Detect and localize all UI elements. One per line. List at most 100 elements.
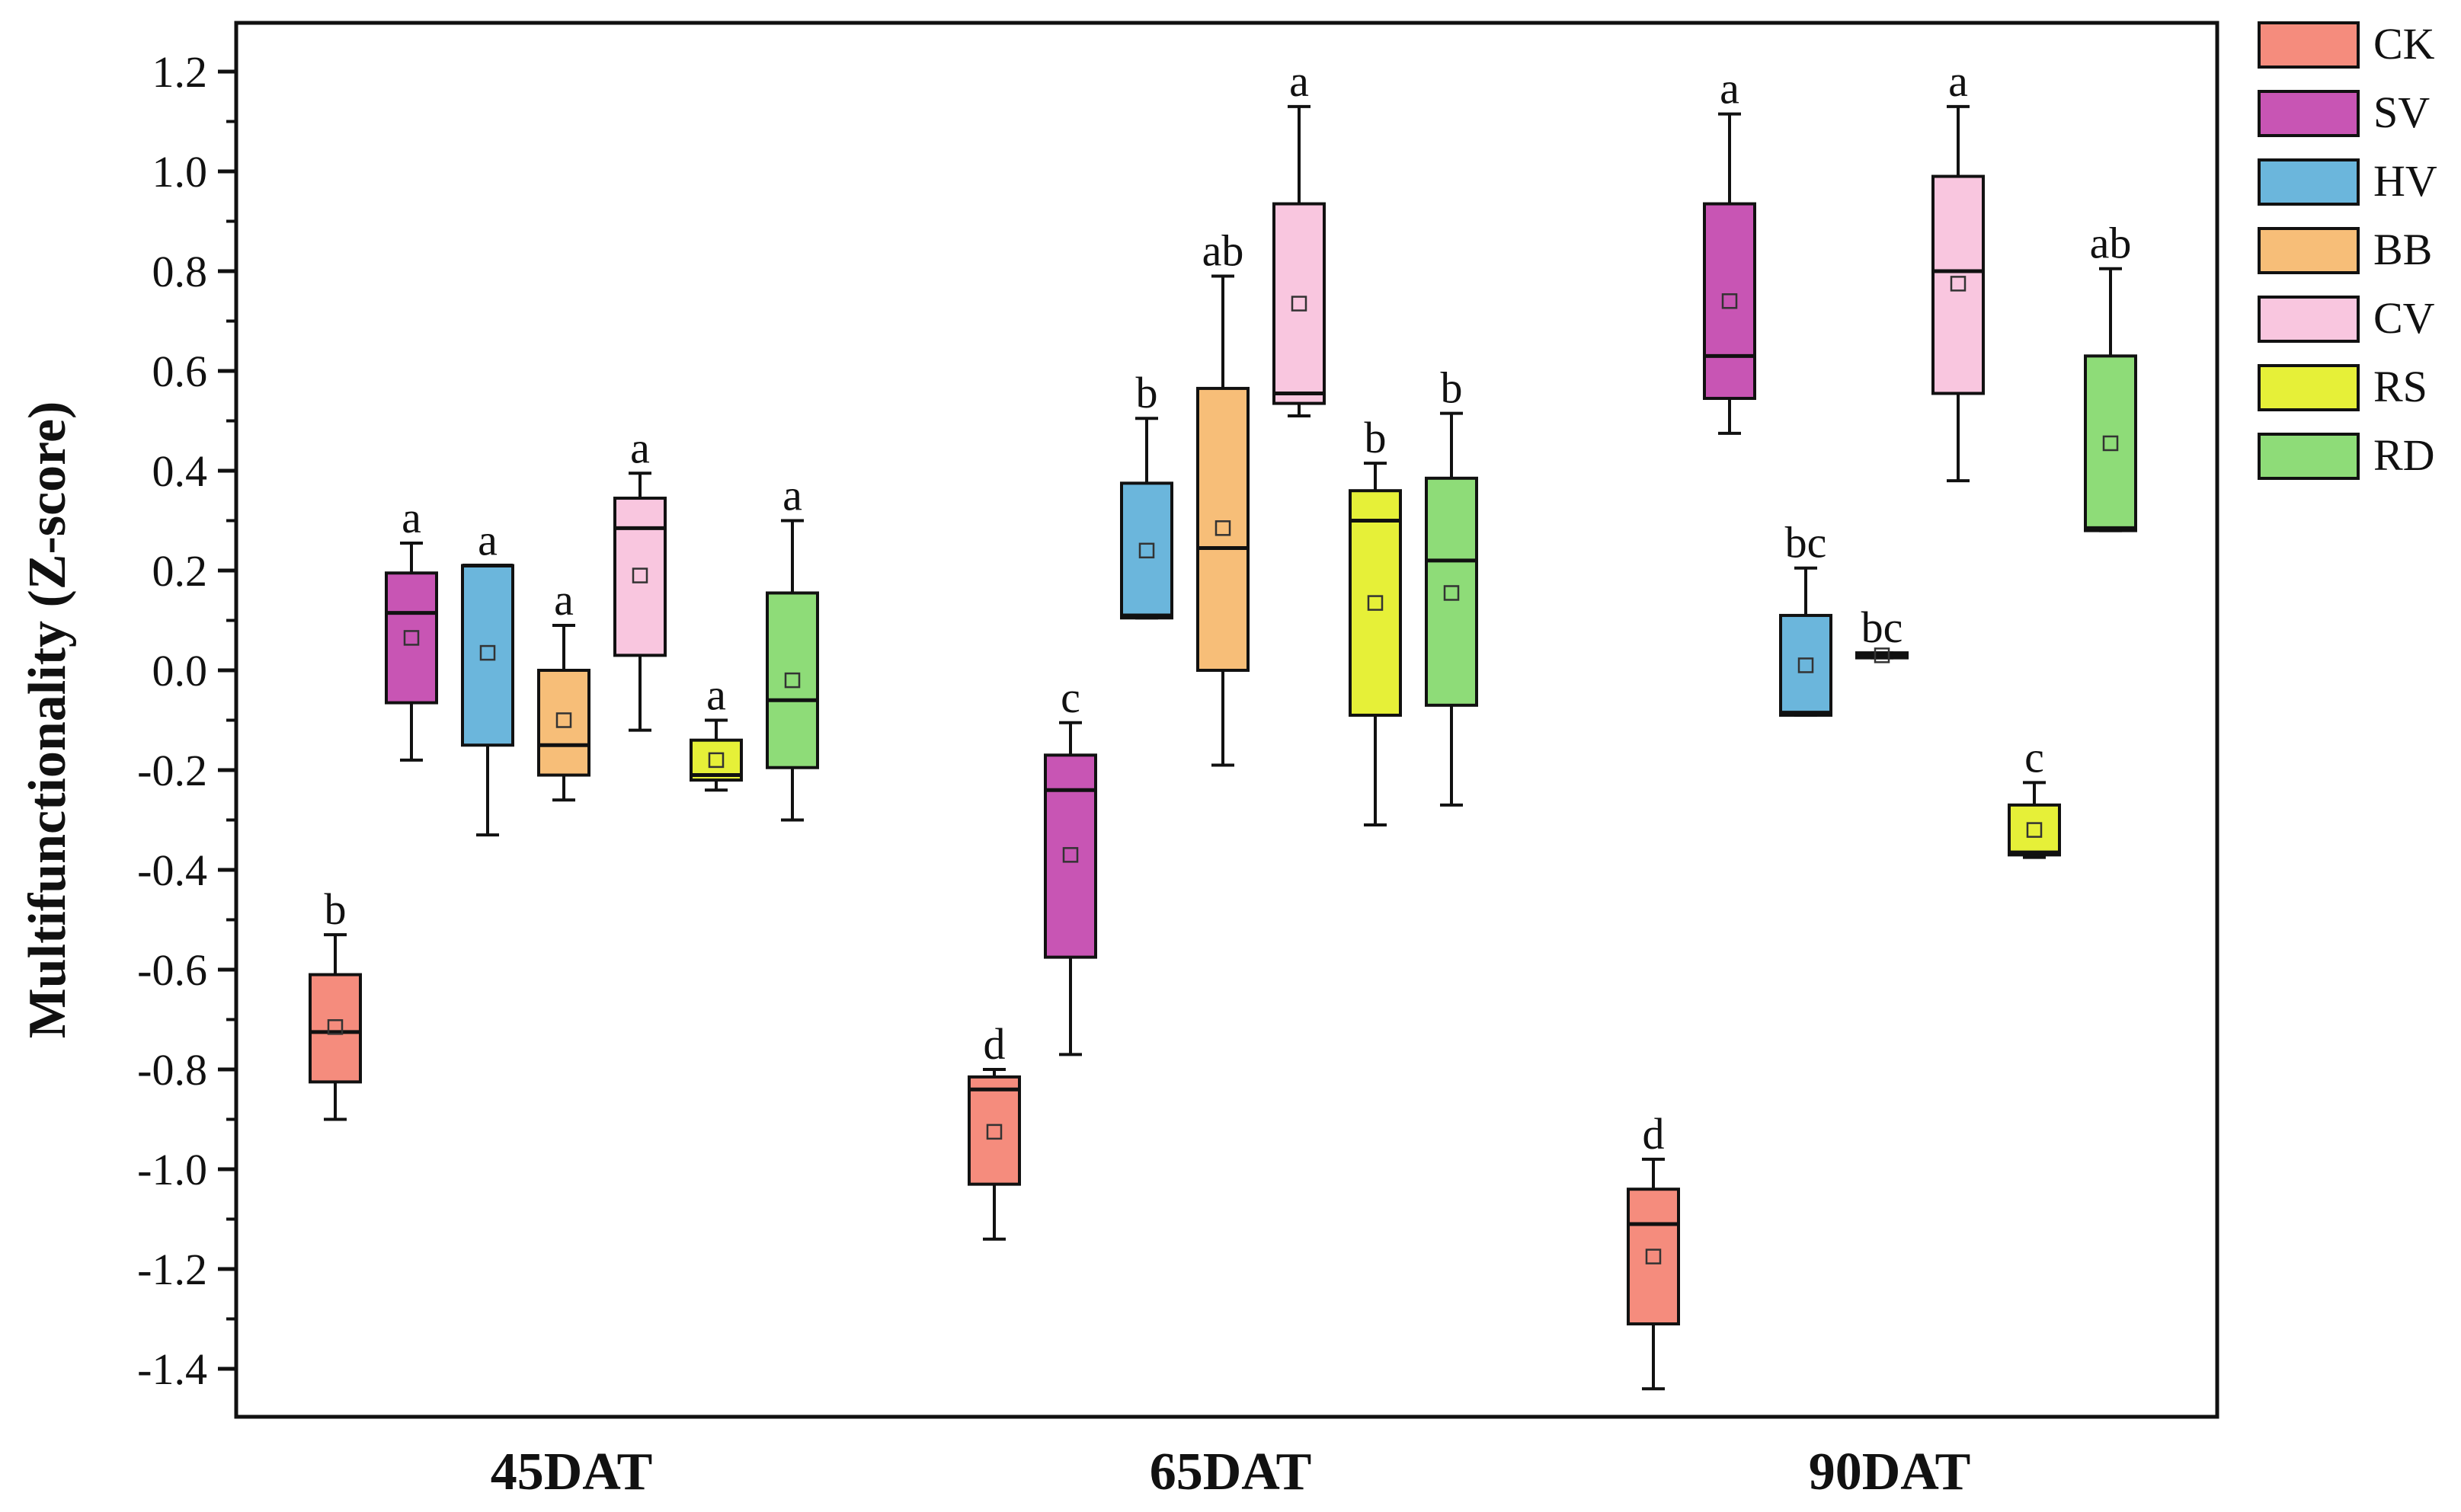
- mean-marker: [708, 752, 725, 769]
- legend-swatch: [2258, 433, 2360, 480]
- significance-letter: a: [402, 493, 421, 542]
- legend-swatch: [2258, 90, 2360, 137]
- box-65DAT-CV: a: [1272, 56, 1326, 417]
- mean-marker: [403, 630, 420, 646]
- mean-marker: [1645, 1248, 1662, 1264]
- legend-label: HV: [2373, 156, 2437, 206]
- y-tick-label: -0.2: [137, 746, 207, 795]
- box-body: [537, 669, 590, 777]
- box-90DAT-RS: c: [2008, 732, 2061, 859]
- y-tick-label: 0.4: [152, 446, 208, 496]
- significance-letter: b: [1441, 363, 1463, 413]
- legend-label: BB: [2373, 225, 2432, 274]
- legend-item-RS: RS: [2258, 362, 2427, 411]
- box-body: [968, 1075, 1021, 1186]
- box-body: [1196, 386, 1250, 672]
- box-body: [1703, 202, 1756, 401]
- box-90DAT-CK: d: [1627, 1109, 1680, 1391]
- mean-marker: [1214, 520, 1231, 536]
- y-axis-title: Multifunctionality (Z-score): [18, 401, 77, 1039]
- box-65DAT-CK: d: [968, 1019, 1021, 1241]
- significance-letter: ab: [2090, 219, 2132, 268]
- mean-marker: [2026, 822, 2043, 838]
- mean-marker: [479, 644, 496, 661]
- box-45DAT-CK: b: [309, 884, 362, 1121]
- box-45DAT-CV: a: [613, 423, 667, 732]
- box-body: [766, 591, 819, 769]
- box-65DAT-BB: ab: [1196, 226, 1250, 767]
- y-tick-label: -1.0: [137, 1145, 207, 1194]
- y-tick-label: 0.2: [152, 546, 208, 596]
- box-body: [1779, 613, 1832, 717]
- legend-item-CK: CK: [2258, 19, 2435, 69]
- mean-marker: [2102, 435, 2119, 452]
- significance-letter: a: [1948, 56, 1968, 106]
- box-45DAT-BB: a: [537, 575, 590, 802]
- legend-label: SV: [2373, 88, 2430, 137]
- mean-marker: [986, 1124, 1003, 1140]
- mean-marker: [1797, 657, 1814, 673]
- significance-letter: b: [1136, 368, 1158, 417]
- box-90DAT-BB: bc: [1855, 603, 1909, 663]
- mean-marker: [1367, 595, 1384, 611]
- box-90DAT-SV: a: [1703, 64, 1756, 435]
- box-body: [1425, 476, 1478, 707]
- legend-label: RD: [2373, 430, 2435, 480]
- legend-item-SV: SV: [2258, 88, 2430, 137]
- box-90DAT-HV: bc: [1779, 518, 1832, 717]
- box-body: [613, 497, 667, 657]
- legend-item-RD: RD: [2258, 430, 2435, 480]
- y-tick-label: -1.2: [137, 1245, 207, 1294]
- group-label: 45DAT: [491, 1443, 653, 1501]
- box-body: [309, 973, 362, 1084]
- mean-marker: [1874, 647, 1890, 663]
- legend-swatch: [2258, 227, 2360, 274]
- y-tick-label: 0.6: [152, 347, 208, 396]
- box-body: [385, 571, 438, 705]
- box-body: [1931, 174, 1985, 395]
- box-body: [1120, 481, 1173, 620]
- box-45DAT-HV: a: [461, 515, 514, 837]
- box-90DAT-RD: ab: [2084, 219, 2137, 532]
- box-body: [2008, 803, 2061, 857]
- significance-letter: a: [478, 515, 498, 564]
- legend-swatch: [2258, 296, 2360, 343]
- y-tick-label: 0.0: [152, 646, 208, 695]
- significance-letter: c: [1061, 673, 1080, 722]
- mean-marker: [1291, 296, 1307, 312]
- box-body: [1272, 202, 1326, 405]
- mean-marker: [327, 1019, 344, 1035]
- significance-letter: a: [1289, 56, 1309, 106]
- legend-swatch: [2258, 21, 2360, 69]
- mean-marker: [1950, 276, 1967, 292]
- y-tick-label: -0.4: [137, 846, 207, 895]
- mean-marker: [1138, 542, 1155, 559]
- y-tick-label: -0.6: [137, 945, 207, 995]
- group-label: 65DAT: [1150, 1443, 1312, 1501]
- y-tick-label: 1.0: [152, 147, 208, 197]
- significance-letter: a: [1720, 64, 1739, 113]
- legend-label: RS: [2373, 362, 2427, 411]
- significance-letter: b: [1365, 413, 1387, 462]
- mean-marker: [784, 672, 801, 689]
- mean-marker: [1443, 585, 1460, 601]
- box-65DAT-SV: c: [1044, 673, 1097, 1056]
- legend-label: CV: [2373, 293, 2435, 343]
- group-label: 90DAT: [1809, 1443, 1971, 1501]
- significance-letter: b: [325, 884, 347, 934]
- y-tick-label: -0.8: [137, 1045, 207, 1095]
- legend-item-BB: BB: [2258, 225, 2432, 274]
- legend: CK SV HV BB CV RS RD: [2258, 19, 2437, 480]
- significance-letter: bc: [1861, 603, 1903, 652]
- legend-label: CK: [2373, 19, 2435, 69]
- box-body: [1044, 753, 1097, 959]
- box-65DAT-HV: b: [1120, 368, 1173, 620]
- box-45DAT-SV: a: [385, 493, 438, 762]
- significance-letter: a: [630, 423, 650, 472]
- box-65DAT-RD: b: [1425, 363, 1478, 807]
- mean-marker: [1721, 293, 1738, 309]
- significance-letter: d: [984, 1019, 1006, 1069]
- box-body: [1349, 489, 1402, 717]
